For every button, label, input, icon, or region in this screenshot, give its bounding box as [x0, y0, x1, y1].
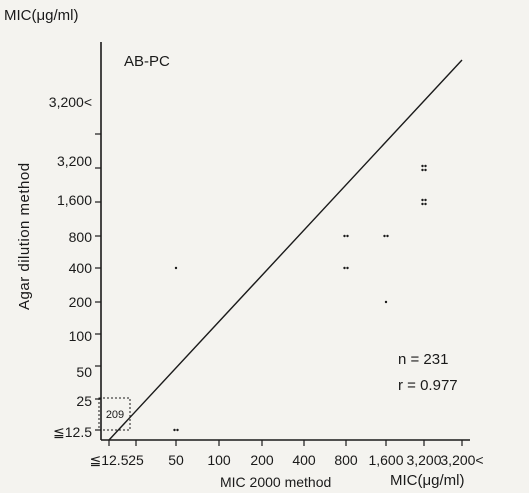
y-axis-title: Agar dilution method [16, 162, 33, 310]
boxed-count-label: 209 [106, 409, 124, 421]
y-tick-label: 3,200 [57, 153, 92, 169]
y-tick-label: 25 [76, 393, 92, 409]
data-point [173, 428, 176, 432]
x-tick-label: 400 [292, 452, 316, 468]
data-point [343, 266, 346, 270]
data-point [421, 164, 424, 168]
x-tick-label: 50 [168, 452, 184, 468]
boxed-region [98, 397, 131, 431]
y-tick-label: 3,200< [49, 94, 92, 110]
data-point [343, 234, 346, 238]
data-point [346, 234, 349, 238]
data-point [383, 234, 386, 238]
stat-n-label: n = 231 [398, 351, 448, 368]
x-tick-label: ≦12.5 [90, 452, 129, 468]
x-tick-label: 3,200< [440, 452, 483, 468]
y-tick-label: 400 [69, 260, 93, 276]
x-tick-label: 800 [334, 452, 358, 468]
x-unit-label: MIC(μg/ml) [390, 472, 464, 489]
y-tick-label: 100 [69, 328, 93, 344]
data-point [421, 202, 424, 206]
x-tick-label: 200 [250, 452, 274, 468]
data-point [424, 198, 427, 202]
identity-line [108, 59, 463, 441]
y-tick-label: 1,600 [57, 192, 92, 208]
data-point [384, 300, 388, 304]
x-axis-title: MIC 2000 method [220, 474, 331, 490]
y-ticks: ≦12.5 25 50 100 200 400 800 1,600 3,200 3,200< [49, 94, 101, 440]
y-tick-label: 200 [69, 294, 93, 310]
data-point [424, 164, 427, 168]
data-point [424, 168, 427, 172]
y-tick-label: 800 [69, 229, 93, 245]
data-point [174, 266, 178, 270]
y-tick-label: 50 [76, 364, 92, 380]
x-tick-label: 25 [128, 452, 144, 468]
data-point [346, 266, 349, 270]
data-point [386, 234, 389, 238]
y-tick-label: ≦12.5 [53, 424, 92, 440]
data-point [424, 202, 427, 206]
data-points [173, 164, 427, 432]
x-tick-label: 1,600 [368, 452, 403, 468]
data-point [421, 168, 424, 172]
panel-label: AB-PC [124, 53, 170, 70]
data-point [421, 198, 424, 202]
y-unit-label: MIC(μg/ml) [4, 7, 78, 24]
data-point [176, 428, 179, 432]
x-tick-label: 100 [207, 452, 231, 468]
stat-r-label: r = 0.977 [398, 377, 458, 394]
x-tick-label: 3,200 [406, 452, 441, 468]
